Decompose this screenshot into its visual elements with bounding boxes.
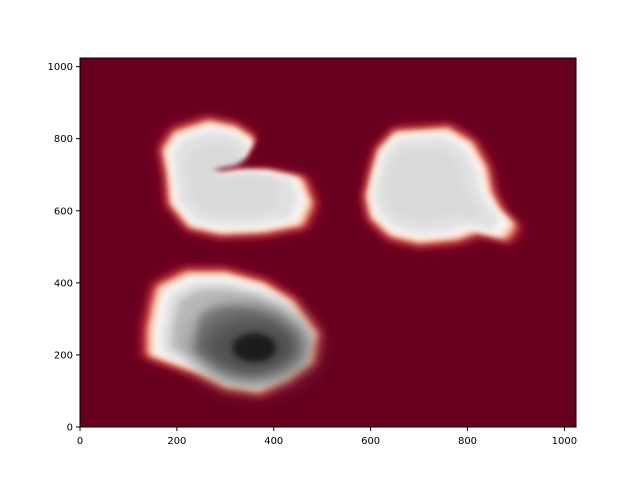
y-tick-label: 400	[54, 278, 73, 289]
heatmap-blob	[361, 123, 524, 249]
x-axis: 0 200 400 600 800 1000	[77, 427, 577, 447]
blob-contour-level	[186, 144, 280, 215]
y-tick-label: 200	[54, 350, 73, 361]
plot-frame	[79, 57, 577, 428]
y-tick-label: 1000	[48, 62, 73, 73]
blob-core-peak	[232, 333, 277, 363]
x-tick-label: 1000	[552, 436, 577, 447]
x-tick-label: 600	[361, 436, 380, 447]
x-tick-label: 400	[264, 436, 283, 447]
y-tick-label: 600	[54, 206, 73, 217]
y-tick-label: 0	[67, 423, 73, 434]
y-axis: 0 200 400 600 800 1000	[48, 62, 80, 434]
blob-contour-level	[386, 148, 480, 220]
heatmap-blobs	[140, 115, 524, 398]
y-tick-label: 800	[54, 134, 73, 145]
x-tick-label: 0	[77, 436, 83, 447]
heatmap-blob	[140, 267, 324, 398]
x-tick-label: 800	[458, 436, 477, 447]
heatmap-background	[80, 58, 576, 427]
x-tick-label: 200	[167, 436, 186, 447]
heatmap-blob	[157, 115, 320, 239]
